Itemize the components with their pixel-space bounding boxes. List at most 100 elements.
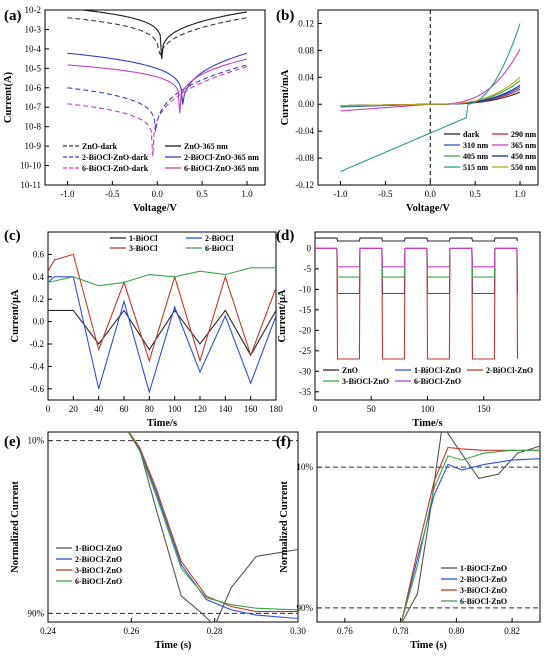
- panel-frame: (a) -1.0 -0.5 0.0 0.5 1.0 10-11 10-10 10-9 10-8 10…: [3, 5, 266, 214]
- x-tick-label: 150: [477, 404, 491, 414]
- y-axis-label: Current/mA: [280, 69, 291, 125]
- x-axis-label: Time (s): [410, 640, 447, 651]
- series-line-2-biocl-zno: [315, 247, 519, 360]
- panel-frame: (b) -1.0 -0.5 0.0 0.5 1.0 -0.12 -0.08 -0.04 0.00 0…: [276, 8, 539, 214]
- y-tick-label: 0.6: [33, 249, 45, 259]
- x-tick-label: -1.0: [333, 189, 348, 199]
- legend-label: 2-BiOCl-ZnO: [460, 575, 507, 584]
- series-line-6-biocl-zno: [127, 432, 298, 611]
- y-tick-label: 10%: [297, 462, 314, 472]
- x-tick-label: -0.5: [378, 189, 393, 199]
- y-tick-label: 0.08: [298, 45, 314, 55]
- legend-label: 2-BiOCl-ZnO: [75, 555, 122, 564]
- legend-label: 1-BiOCl-ZnO: [75, 544, 122, 553]
- legend-label: ZnO-dark: [82, 142, 118, 151]
- y-tick-label: 0.2: [33, 294, 44, 304]
- legend-label: 6-BiOCl-ZnO: [460, 597, 507, 606]
- legend-label: 3-BiOCl: [129, 244, 158, 253]
- panel-letter: (d): [276, 228, 294, 244]
- x-tick-label: 0.26: [123, 626, 139, 636]
- panel-frame: (c) 0 20 40 60 80 100 120 140 160 180 -0.6 -0.4 -0.2 0…: [4, 228, 283, 429]
- x-tick-label: 0: [46, 404, 51, 414]
- legend-label: 515 nm: [463, 163, 488, 172]
- x-axis-label: Voltage/V: [406, 203, 450, 214]
- legend-label: 550 nm: [511, 163, 536, 172]
- y-tick-label: -0.6: [30, 384, 45, 394]
- y-tick-label: 90%: [28, 608, 45, 618]
- series-line-6-biocl-zno-365-nm: [67, 58, 248, 114]
- x-tick-label: 50: [367, 404, 377, 414]
- legend-label: 3-BiOCl-ZnO: [75, 566, 122, 575]
- panel-letter: (a): [4, 8, 22, 24]
- y-tick-label: 10-9: [25, 141, 42, 151]
- legend-label: 2-BiOCl-ZnO-dark: [82, 153, 149, 162]
- legend-label: ZnO: [342, 366, 358, 375]
- x-tick-label: 0.24: [40, 626, 56, 636]
- series-line-1-biocl-zno: [401, 432, 540, 622]
- y-tick-label: 0.00: [298, 99, 314, 109]
- legend-label: 365 nm: [511, 141, 536, 150]
- panel-frame: (e) 0.24 0.26 0.28 0.30 90% 10% Time (s) Normali…: [4, 431, 306, 651]
- y-tick-label: -30: [299, 366, 311, 376]
- x-tick-label: 0.80: [449, 626, 465, 636]
- y-tick-label: 10%: [28, 436, 45, 446]
- legend-label: 2-BiOCl-ZnO-365 nm: [184, 153, 259, 162]
- x-tick-label: 140: [219, 404, 233, 414]
- y-tick-label: 0.12: [298, 18, 314, 28]
- legend-label: 6-BiOCl: [205, 244, 234, 253]
- y-tick-label: -0.4: [30, 361, 45, 371]
- y-tick-label: 10-11: [20, 180, 41, 190]
- legend-label: 1-BiOCl-ZnO: [460, 564, 507, 573]
- legend-label: 2-BiOCl-ZnO: [486, 366, 533, 375]
- y-tick-label: 0.4: [33, 272, 45, 282]
- x-tick-label: 0.30: [290, 626, 306, 636]
- x-axis-label: Voltage/V: [133, 203, 177, 214]
- series-line-550-nm: [340, 76, 521, 107]
- legend-label: 3-BiOCl-ZnO: [342, 377, 389, 386]
- series-line-515-nm: [340, 23, 521, 173]
- legend-label: 290 nm: [511, 130, 536, 139]
- plot-border: [44, 9, 266, 186]
- series-line-1-biocl-zno: [127, 432, 298, 622]
- y-tick-label: -0.12: [295, 180, 314, 190]
- y-tick-label: 10-6: [25, 83, 42, 93]
- legend-label: 1-BiOCl-ZnO: [414, 366, 461, 375]
- x-tick-label: 100: [421, 404, 435, 414]
- panel-letter: (e): [4, 434, 21, 450]
- x-tick-label: 80: [145, 404, 155, 414]
- legend-label: 310 nm: [463, 141, 488, 150]
- x-tick-label: 0.76: [337, 626, 353, 636]
- x-tick-label: 180: [269, 404, 283, 414]
- y-tick-label: 10-3: [25, 24, 42, 34]
- y-tick-label: -0.04: [295, 126, 314, 136]
- series-line-6-biocl-zno: [400, 449, 540, 622]
- series-line-6-biocl: [48, 267, 276, 287]
- x-tick-label: 40: [94, 404, 104, 414]
- legend-label: 6-BiOCl-ZnO-365 nm: [184, 164, 259, 173]
- series-line-2-biocl-zno-365-nm: [67, 52, 248, 105]
- x-tick-label: 1.0: [514, 189, 526, 199]
- x-tick-label: 0.78: [393, 626, 409, 636]
- legend-label: 1-BiOCl: [129, 234, 158, 243]
- legend-label: 6-BiOCl-ZnO: [414, 377, 461, 386]
- legend-label: 450 nm: [511, 152, 536, 161]
- y-tick-label: 10-5: [25, 63, 42, 73]
- panel-letter: (c): [4, 228, 21, 244]
- y-tick-label: -0.08: [295, 153, 314, 163]
- legend-label: 405 nm: [463, 152, 488, 161]
- panel-letter: (f): [276, 434, 291, 450]
- legend-label: 3-BiOCl-ZnO: [460, 586, 507, 595]
- plot-border: [47, 431, 299, 623]
- x-tick-label: 120: [193, 404, 207, 414]
- x-tick-label: 0.5: [470, 189, 482, 199]
- series-line-1-biocl: [48, 309, 276, 357]
- y-tick-label: -10: [299, 284, 311, 294]
- y-tick-label: 0.0: [33, 317, 45, 327]
- x-tick-label: 160: [244, 404, 258, 414]
- legend-label: 2-BiOCl: [205, 234, 234, 243]
- y-axis-label: Current(A): [3, 71, 14, 123]
- y-tick-label: 10-10: [20, 161, 41, 171]
- y-tick-label: 10-8: [25, 122, 42, 132]
- series-line-3-biocl-zno: [315, 247, 519, 278]
- series-line-zno: [315, 237, 519, 242]
